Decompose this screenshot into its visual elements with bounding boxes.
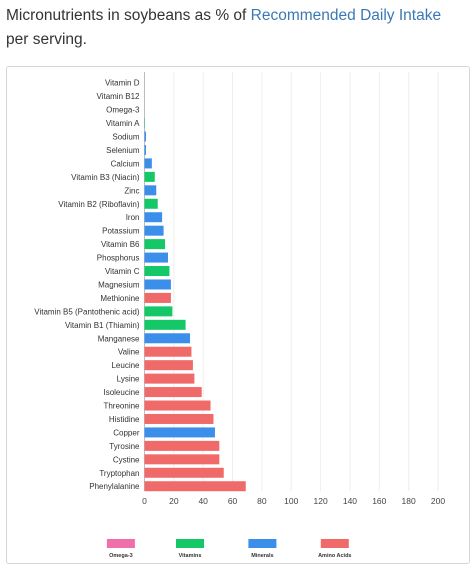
category-label: Iron (126, 213, 140, 222)
category-label: Potassium (102, 227, 140, 236)
data-bar (144, 171, 155, 182)
data-bar (144, 212, 163, 223)
rdi-link[interactable]: Recommended Daily Intake (250, 7, 442, 24)
data-bar (144, 319, 186, 330)
legend-swatch (320, 539, 349, 548)
category-label: Vitamin D (105, 79, 140, 88)
category-label: Vitamin B3 (Niacin) (71, 173, 140, 182)
data-bar (144, 387, 202, 398)
category-label: Vitamin B1 (Thiamin) (65, 321, 140, 330)
data-bar (144, 440, 220, 451)
category-label: Copper (113, 428, 140, 437)
x-tick-label: 80 (257, 496, 267, 506)
category-label: Tryptophan (99, 469, 139, 478)
legend-swatch (106, 539, 135, 548)
category-label: Magnesium (98, 280, 140, 289)
chart-frame: 0 20 40 60 80 100 120 140 160 180 200 Vitamin D Vita… (6, 66, 470, 564)
category-label: Vitamin B6 (101, 240, 140, 249)
category-label: Phenylalanine (89, 482, 140, 491)
category-label: Omega-3 (106, 106, 140, 115)
data-bar (144, 360, 193, 371)
category-label: Manganese (98, 334, 140, 343)
x-tick-label: 0 (142, 496, 147, 506)
legend-label: Amino Acids (318, 553, 351, 559)
data-bar (144, 185, 157, 196)
category-label: Sodium (112, 133, 139, 142)
category-label: Valine (118, 348, 140, 357)
data-bar (144, 413, 214, 424)
x-tick-label: 60 (228, 496, 238, 506)
heading-suffix: per serving. (6, 31, 87, 48)
category-label: Vitamin B12 (97, 92, 141, 101)
category-label: Methionine (100, 294, 140, 303)
data-bar (144, 144, 146, 155)
data-bar (144, 454, 220, 465)
data-bar (144, 373, 195, 384)
data-bar (144, 198, 158, 209)
data-bar (144, 306, 173, 317)
category-label: Selenium (106, 146, 140, 155)
category-label: Phosphorus (97, 254, 140, 263)
legend-label: Vitamins (179, 553, 202, 559)
x-tick-label: 120 (314, 496, 328, 506)
category-label: Threonine (103, 402, 140, 411)
category-label: Calcium (111, 159, 140, 168)
category-label: Vitamin A (106, 119, 140, 128)
category-label: Zinc (124, 186, 139, 195)
x-tick-label: 20 (169, 496, 179, 506)
category-label: Cystine (113, 455, 140, 464)
category-label: Vitamin B5 (Pantothenic acid) (34, 307, 140, 316)
category-label: Tyrosine (109, 442, 140, 451)
data-bar (144, 427, 215, 438)
data-bar (144, 333, 190, 344)
legend-label: Minerals (251, 553, 273, 559)
data-bar (144, 252, 168, 263)
heading-prefix: Micronutrients in soybeans as % of (6, 7, 251, 24)
category-label: Vitamin C (105, 267, 140, 276)
data-bar (144, 292, 171, 303)
x-tick-label: 160 (372, 496, 386, 506)
x-tick-label: 180 (402, 496, 416, 506)
x-tick-label: 40 (198, 496, 208, 506)
data-bar (144, 225, 164, 236)
x-tick-label: 140 (343, 496, 357, 506)
category-label: Vitamin B2 (Riboflavin) (58, 200, 140, 209)
category-label: Lysine (117, 375, 140, 384)
data-bar (144, 239, 166, 250)
bar-chart: 0 20 40 60 80 100 120 140 160 180 200 Vitamin D Vita… (34, 72, 445, 559)
data-bar (144, 481, 246, 492)
data-bar (144, 158, 152, 169)
x-tick-label: 200 (431, 496, 445, 506)
data-bar (144, 467, 224, 478)
legend-swatch (176, 539, 204, 548)
x-tick-label: 100 (284, 496, 298, 506)
category-label: Leucine (111, 361, 140, 370)
data-bar (144, 266, 170, 277)
data-bar (144, 400, 211, 411)
data-bar (144, 346, 192, 357)
legend-label: Omega-3 (109, 553, 133, 559)
category-label: Histidine (109, 415, 140, 424)
data-bar (144, 279, 171, 290)
chart-heading: Micronutrients in soybeans as % of Recom… (6, 4, 466, 52)
category-label: Isoleucine (103, 388, 140, 397)
legend-swatch (248, 539, 277, 548)
data-bar (144, 131, 146, 142)
